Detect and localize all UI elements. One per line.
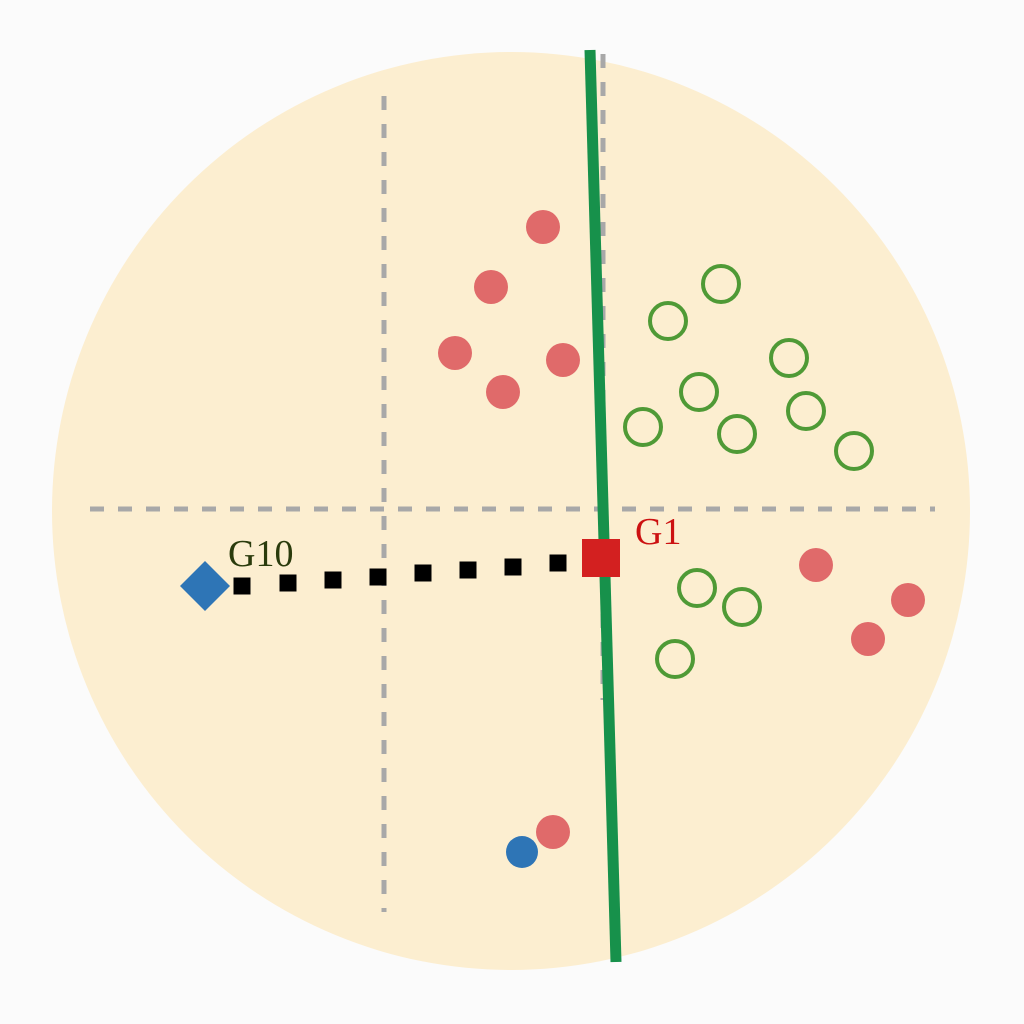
- red-filled-agents-point: [536, 815, 570, 849]
- green-open-agents-point: [834, 431, 874, 471]
- green-open-agents-point: [679, 372, 719, 412]
- green-open-agents-point: [655, 639, 695, 679]
- green-open-agents-point: [648, 301, 688, 341]
- trajectory-dot: [414, 564, 432, 582]
- green-open-agents-point: [623, 407, 663, 447]
- red-filled-agents-point: [891, 583, 925, 617]
- green-open-agents-point: [769, 338, 809, 378]
- trajectory-dot: [324, 571, 342, 589]
- red-filled-agents-point: [851, 622, 885, 656]
- trajectory-dot: [233, 577, 251, 595]
- green-open-agents-point: [722, 587, 762, 627]
- green-open-agents-point: [717, 414, 757, 454]
- g1-label: G1: [635, 511, 681, 553]
- trajectory-dot: [459, 561, 477, 579]
- red-filled-agents-point: [486, 375, 520, 409]
- g1-square-marker[interactable]: [582, 539, 620, 577]
- g10-label: G10: [228, 533, 293, 575]
- green-open-agents-point: [786, 391, 826, 431]
- trajectory-dot: [504, 558, 522, 576]
- red-filled-agents-point: [799, 548, 833, 582]
- trajectory-dot: [279, 574, 297, 592]
- red-filled-agents-point: [546, 343, 580, 377]
- red-filled-agents-point: [438, 336, 472, 370]
- green-open-agents-point: [677, 568, 717, 608]
- red-filled-agents-point: [526, 210, 560, 244]
- green-open-agents-point: [701, 264, 741, 304]
- trajectory-dot: [549, 554, 567, 572]
- g10-diamond-marker[interactable]: [180, 561, 230, 611]
- red-filled-agents-point: [474, 270, 508, 304]
- trajectory-dot: [369, 568, 387, 586]
- green-divider-line: [584, 49, 622, 963]
- blue-filled-agents-point: [506, 836, 538, 868]
